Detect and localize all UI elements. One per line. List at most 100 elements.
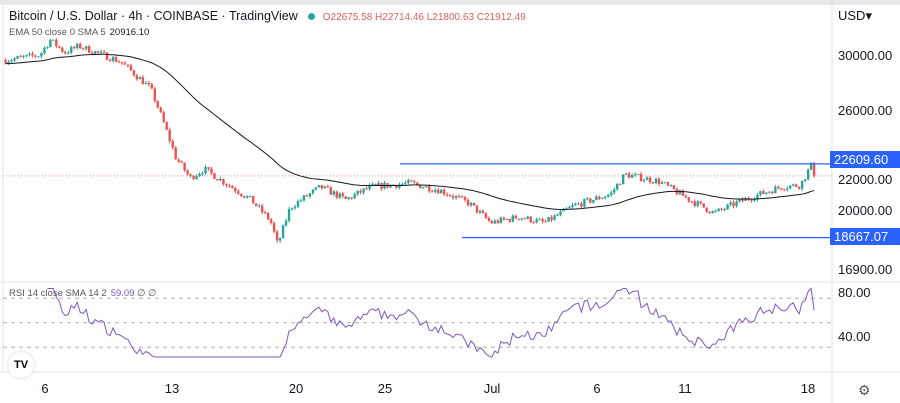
candle-body — [210, 168, 213, 174]
candle-body — [583, 199, 586, 207]
candle-body — [478, 210, 482, 213]
candle-body — [150, 84, 154, 89]
candle-body — [10, 60, 13, 62]
candle-body — [135, 75, 139, 80]
candle-body — [613, 189, 616, 193]
candle-body — [812, 162, 816, 176]
candle-body — [407, 180, 410, 183]
candle-body — [213, 173, 216, 179]
candle-body — [684, 195, 688, 198]
candle-body — [481, 210, 485, 214]
time-tick: 25 — [377, 381, 393, 396]
candle-body — [714, 210, 717, 212]
candle-body — [616, 183, 619, 190]
candle-body — [607, 194, 610, 197]
candle-body — [216, 178, 219, 181]
candle-body — [308, 193, 312, 197]
candle-body — [780, 188, 783, 190]
candle-body — [198, 173, 201, 176]
time-tick: 11 — [678, 381, 692, 396]
candle-body — [52, 39, 55, 41]
candle-body — [258, 205, 261, 207]
candle-body — [284, 220, 288, 226]
market-status-icon — [307, 13, 315, 21]
candle-body — [568, 207, 571, 209]
candle-body — [633, 174, 637, 176]
candle-body — [272, 222, 276, 232]
candle-body — [180, 161, 183, 163]
candle-body — [87, 46, 91, 53]
candle-body — [183, 162, 186, 171]
candle-body — [618, 183, 622, 185]
candle-body — [559, 211, 562, 215]
candle-body — [123, 63, 127, 65]
time-tick: 6 — [593, 381, 601, 396]
candle-body — [40, 52, 43, 57]
candle-body — [201, 173, 204, 175]
time-tick: 20 — [288, 381, 304, 396]
rsi-value: 59.09 — [110, 288, 135, 299]
candle-body — [789, 185, 792, 189]
candle-body — [454, 196, 458, 198]
candle-body — [678, 190, 682, 195]
settings-gear-icon[interactable]: ⚙ — [858, 382, 871, 398]
candle-body — [687, 197, 691, 202]
candle-body — [535, 219, 538, 223]
candle-body — [404, 182, 407, 184]
candle-body — [410, 180, 413, 182]
candle-body — [79, 43, 82, 49]
candle-body — [726, 204, 729, 210]
candle-body — [610, 192, 613, 195]
candle-body — [669, 185, 673, 187]
candle-body — [374, 183, 377, 185]
candle-body — [58, 46, 61, 48]
candle-body — [756, 194, 759, 200]
tradingview-logo[interactable]: TV — [8, 352, 34, 378]
candle-body — [762, 191, 765, 194]
candle-body — [255, 203, 258, 206]
candle-body — [263, 212, 267, 214]
candle-body — [320, 185, 324, 189]
candle-body — [401, 183, 404, 185]
candle-body — [243, 195, 246, 198]
candle-body — [252, 195, 255, 204]
currency-selector[interactable]: USD▾ — [838, 8, 872, 23]
candle-body — [797, 186, 801, 189]
ema-legend[interactable]: EMA 50 close 0 SMA 5 20916.10 — [9, 27, 149, 38]
candle-body — [651, 182, 655, 184]
candle-body — [547, 216, 550, 222]
candle-body — [105, 52, 109, 60]
candle-body — [249, 195, 252, 197]
candle-body — [64, 51, 67, 54]
candle-body — [580, 203, 583, 207]
candle-body — [642, 179, 646, 181]
candle-body — [601, 198, 604, 200]
candle-body — [768, 191, 771, 193]
candle-body — [562, 208, 565, 212]
candle-body — [90, 52, 94, 54]
candle-body — [177, 159, 180, 162]
candle-body — [463, 196, 467, 201]
candle-body — [660, 182, 664, 184]
candle-body — [147, 82, 151, 85]
candle-body — [648, 177, 652, 183]
candle-body — [511, 215, 514, 222]
candle-body — [693, 201, 696, 206]
candle-body — [526, 216, 529, 219]
candle-body — [711, 210, 714, 214]
candle-body — [469, 202, 473, 206]
candle-body — [359, 190, 362, 193]
candle-body — [663, 182, 667, 184]
candle-body — [4, 60, 7, 64]
candle-body — [76, 43, 79, 49]
candle-body — [281, 225, 285, 239]
rsi-legend[interactable]: RSI 14 close SMA 14 2 59.09 ∅ ∅ — [9, 288, 156, 299]
candle-body — [499, 217, 503, 224]
price-tick: 30000.00 — [838, 48, 893, 63]
candle-body — [162, 112, 165, 123]
candle-body — [141, 77, 145, 85]
time-tick: 18 — [800, 381, 816, 396]
rsi-extra: ∅ ∅ — [137, 288, 157, 299]
candle-body — [290, 208, 294, 210]
